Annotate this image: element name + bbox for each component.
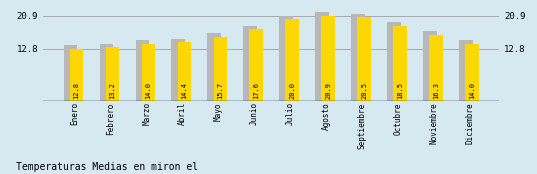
Bar [171, 39, 185, 101]
Bar [423, 31, 437, 101]
Bar [465, 44, 478, 101]
Text: 12.8: 12.8 [74, 82, 79, 99]
Bar [70, 49, 83, 101]
Text: 15.7: 15.7 [217, 82, 223, 99]
Bar [393, 26, 407, 101]
Bar [357, 17, 371, 101]
Bar [106, 47, 119, 101]
Bar [207, 33, 221, 101]
Bar [351, 14, 365, 101]
Text: 17.6: 17.6 [253, 82, 259, 99]
Bar [459, 40, 473, 101]
Bar [250, 29, 263, 101]
Bar [214, 37, 227, 101]
Text: 14.0: 14.0 [469, 82, 475, 99]
Text: 20.5: 20.5 [361, 82, 367, 99]
Text: 13.2: 13.2 [110, 82, 115, 99]
Bar [243, 26, 257, 101]
Text: 20.9: 20.9 [325, 82, 331, 99]
Bar [279, 16, 293, 101]
Text: Temperaturas Medias en miron el: Temperaturas Medias en miron el [16, 162, 198, 172]
Bar [142, 44, 155, 101]
Bar [178, 42, 191, 101]
Bar [387, 22, 401, 101]
Bar [64, 45, 77, 101]
Bar [285, 19, 299, 101]
Text: 20.0: 20.0 [289, 82, 295, 99]
Text: 14.0: 14.0 [146, 82, 151, 99]
Bar [315, 12, 329, 101]
Bar [100, 44, 113, 101]
Text: 16.3: 16.3 [433, 82, 439, 99]
Text: 14.4: 14.4 [182, 82, 187, 99]
Bar [321, 16, 335, 101]
Text: 18.5: 18.5 [397, 82, 403, 99]
Bar [135, 40, 149, 101]
Bar [429, 35, 442, 101]
